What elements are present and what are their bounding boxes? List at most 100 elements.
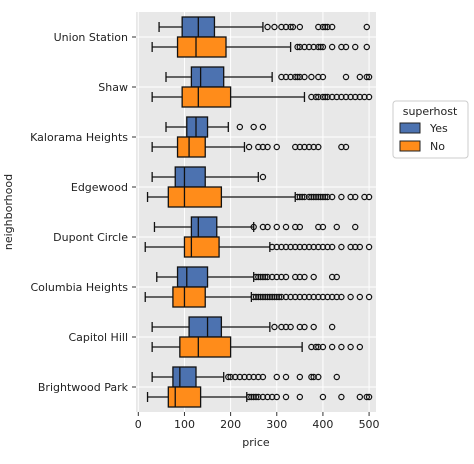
flier-point <box>338 243 345 251</box>
flier-point <box>333 273 340 281</box>
flier-point <box>338 393 345 401</box>
flier-point <box>319 43 327 51</box>
flier-point <box>347 343 354 351</box>
flier-point <box>322 93 329 101</box>
y-axis-label: neighborhood <box>2 174 15 250</box>
x-tick-label-100: 100 <box>174 418 195 431</box>
y-tick-labels: Union Station Shaw Kalorama Heights Edgewoo… <box>30 31 136 394</box>
box-1-yes <box>165 66 373 88</box>
box-7-no <box>146 386 373 408</box>
y-tick-label-0: Union Station <box>54 31 128 44</box>
flier-point <box>365 293 373 301</box>
flier-point <box>282 373 290 381</box>
flier-point <box>338 343 345 351</box>
flier-point <box>264 23 271 31</box>
y-tick-label-3: Edgewood <box>71 181 128 194</box>
flier-point <box>275 293 283 301</box>
flier-point <box>352 223 359 231</box>
box-iqr <box>167 386 202 408</box>
box-iqr <box>172 366 197 388</box>
flier-point <box>315 373 322 381</box>
flier-point <box>259 123 267 131</box>
flier-point <box>319 223 327 231</box>
flier-point <box>282 223 290 231</box>
flier-point <box>308 73 315 81</box>
flier-point <box>322 23 329 31</box>
box-iqr <box>167 186 223 208</box>
box-iqr <box>190 216 218 238</box>
flier-point <box>363 43 370 51</box>
flier-point <box>259 173 267 181</box>
flier-point <box>264 223 271 231</box>
flier-point <box>328 243 336 251</box>
flier-point <box>273 373 280 381</box>
flier-point <box>333 223 340 231</box>
flier-point <box>342 43 350 51</box>
flier-point <box>328 23 336 31</box>
flier-point <box>250 123 257 131</box>
flier-point <box>264 143 271 151</box>
flier-point <box>271 323 278 331</box>
flier-point <box>301 273 308 281</box>
flier-point <box>236 123 244 131</box>
box-iqr <box>183 236 220 258</box>
flier-point <box>312 343 320 351</box>
flier-point <box>315 143 322 151</box>
flier-point <box>282 273 290 281</box>
flier-point <box>296 223 304 231</box>
flier-point <box>328 343 336 351</box>
box-4-no <box>144 236 373 258</box>
box-iqr <box>186 116 209 138</box>
flier-point <box>342 143 350 151</box>
flier-point <box>319 393 327 401</box>
flier-point <box>356 243 364 251</box>
flier-point <box>319 343 327 351</box>
x-tick-label-0: 0 <box>135 418 142 431</box>
flier-point <box>352 193 359 201</box>
legend: superhost Yes No <box>392 100 469 159</box>
y-tick-label-6: Capitol Hill <box>69 331 129 344</box>
flier-point <box>310 323 317 331</box>
flier-point <box>259 373 267 381</box>
y-tick-label-4: Dupont Circle <box>53 231 128 244</box>
flier-point <box>363 23 370 31</box>
box-iqr <box>176 136 206 158</box>
flier-point <box>250 223 257 231</box>
x-tick-label-500: 500 <box>359 418 380 431</box>
flier-point <box>365 93 373 101</box>
box-1-no <box>151 86 373 108</box>
x-tick-labels: 0 100 200 300 400 500 <box>135 412 380 431</box>
flier-point <box>287 323 294 331</box>
flier-point <box>342 73 350 81</box>
flier-point <box>356 73 364 81</box>
flier-point <box>352 43 359 51</box>
box-iqr <box>176 36 227 58</box>
flier-point <box>356 343 364 351</box>
flier-point <box>296 393 304 401</box>
x-tick-label-200: 200 <box>220 418 241 431</box>
flier-point <box>322 193 329 201</box>
x-axis-label: price <box>242 436 270 449</box>
x-tick-label-400: 400 <box>312 418 333 431</box>
box-6-no <box>151 336 364 358</box>
box-2-no <box>151 136 350 158</box>
box-7-yes <box>151 366 340 388</box>
box-iqr <box>176 266 209 288</box>
box-groups <box>144 16 373 408</box>
plot-background <box>136 12 376 412</box>
flier-point <box>338 193 345 201</box>
flier-point <box>310 273 317 281</box>
flier-point <box>356 293 364 301</box>
flier-point <box>365 193 373 201</box>
flier-point <box>273 393 280 401</box>
box-iqr <box>181 86 232 108</box>
flier-point <box>296 23 304 31</box>
box-3-no <box>146 186 373 208</box>
flier-point <box>328 43 336 51</box>
x-tick-label-300: 300 <box>266 418 287 431</box>
legend-title: superhost <box>403 105 458 118</box>
y-tick-label-2: Kalorama Heights <box>30 131 128 144</box>
flier-point <box>225 373 232 381</box>
y-tick-label-1: Shaw <box>98 81 128 94</box>
box-iqr <box>188 316 223 338</box>
